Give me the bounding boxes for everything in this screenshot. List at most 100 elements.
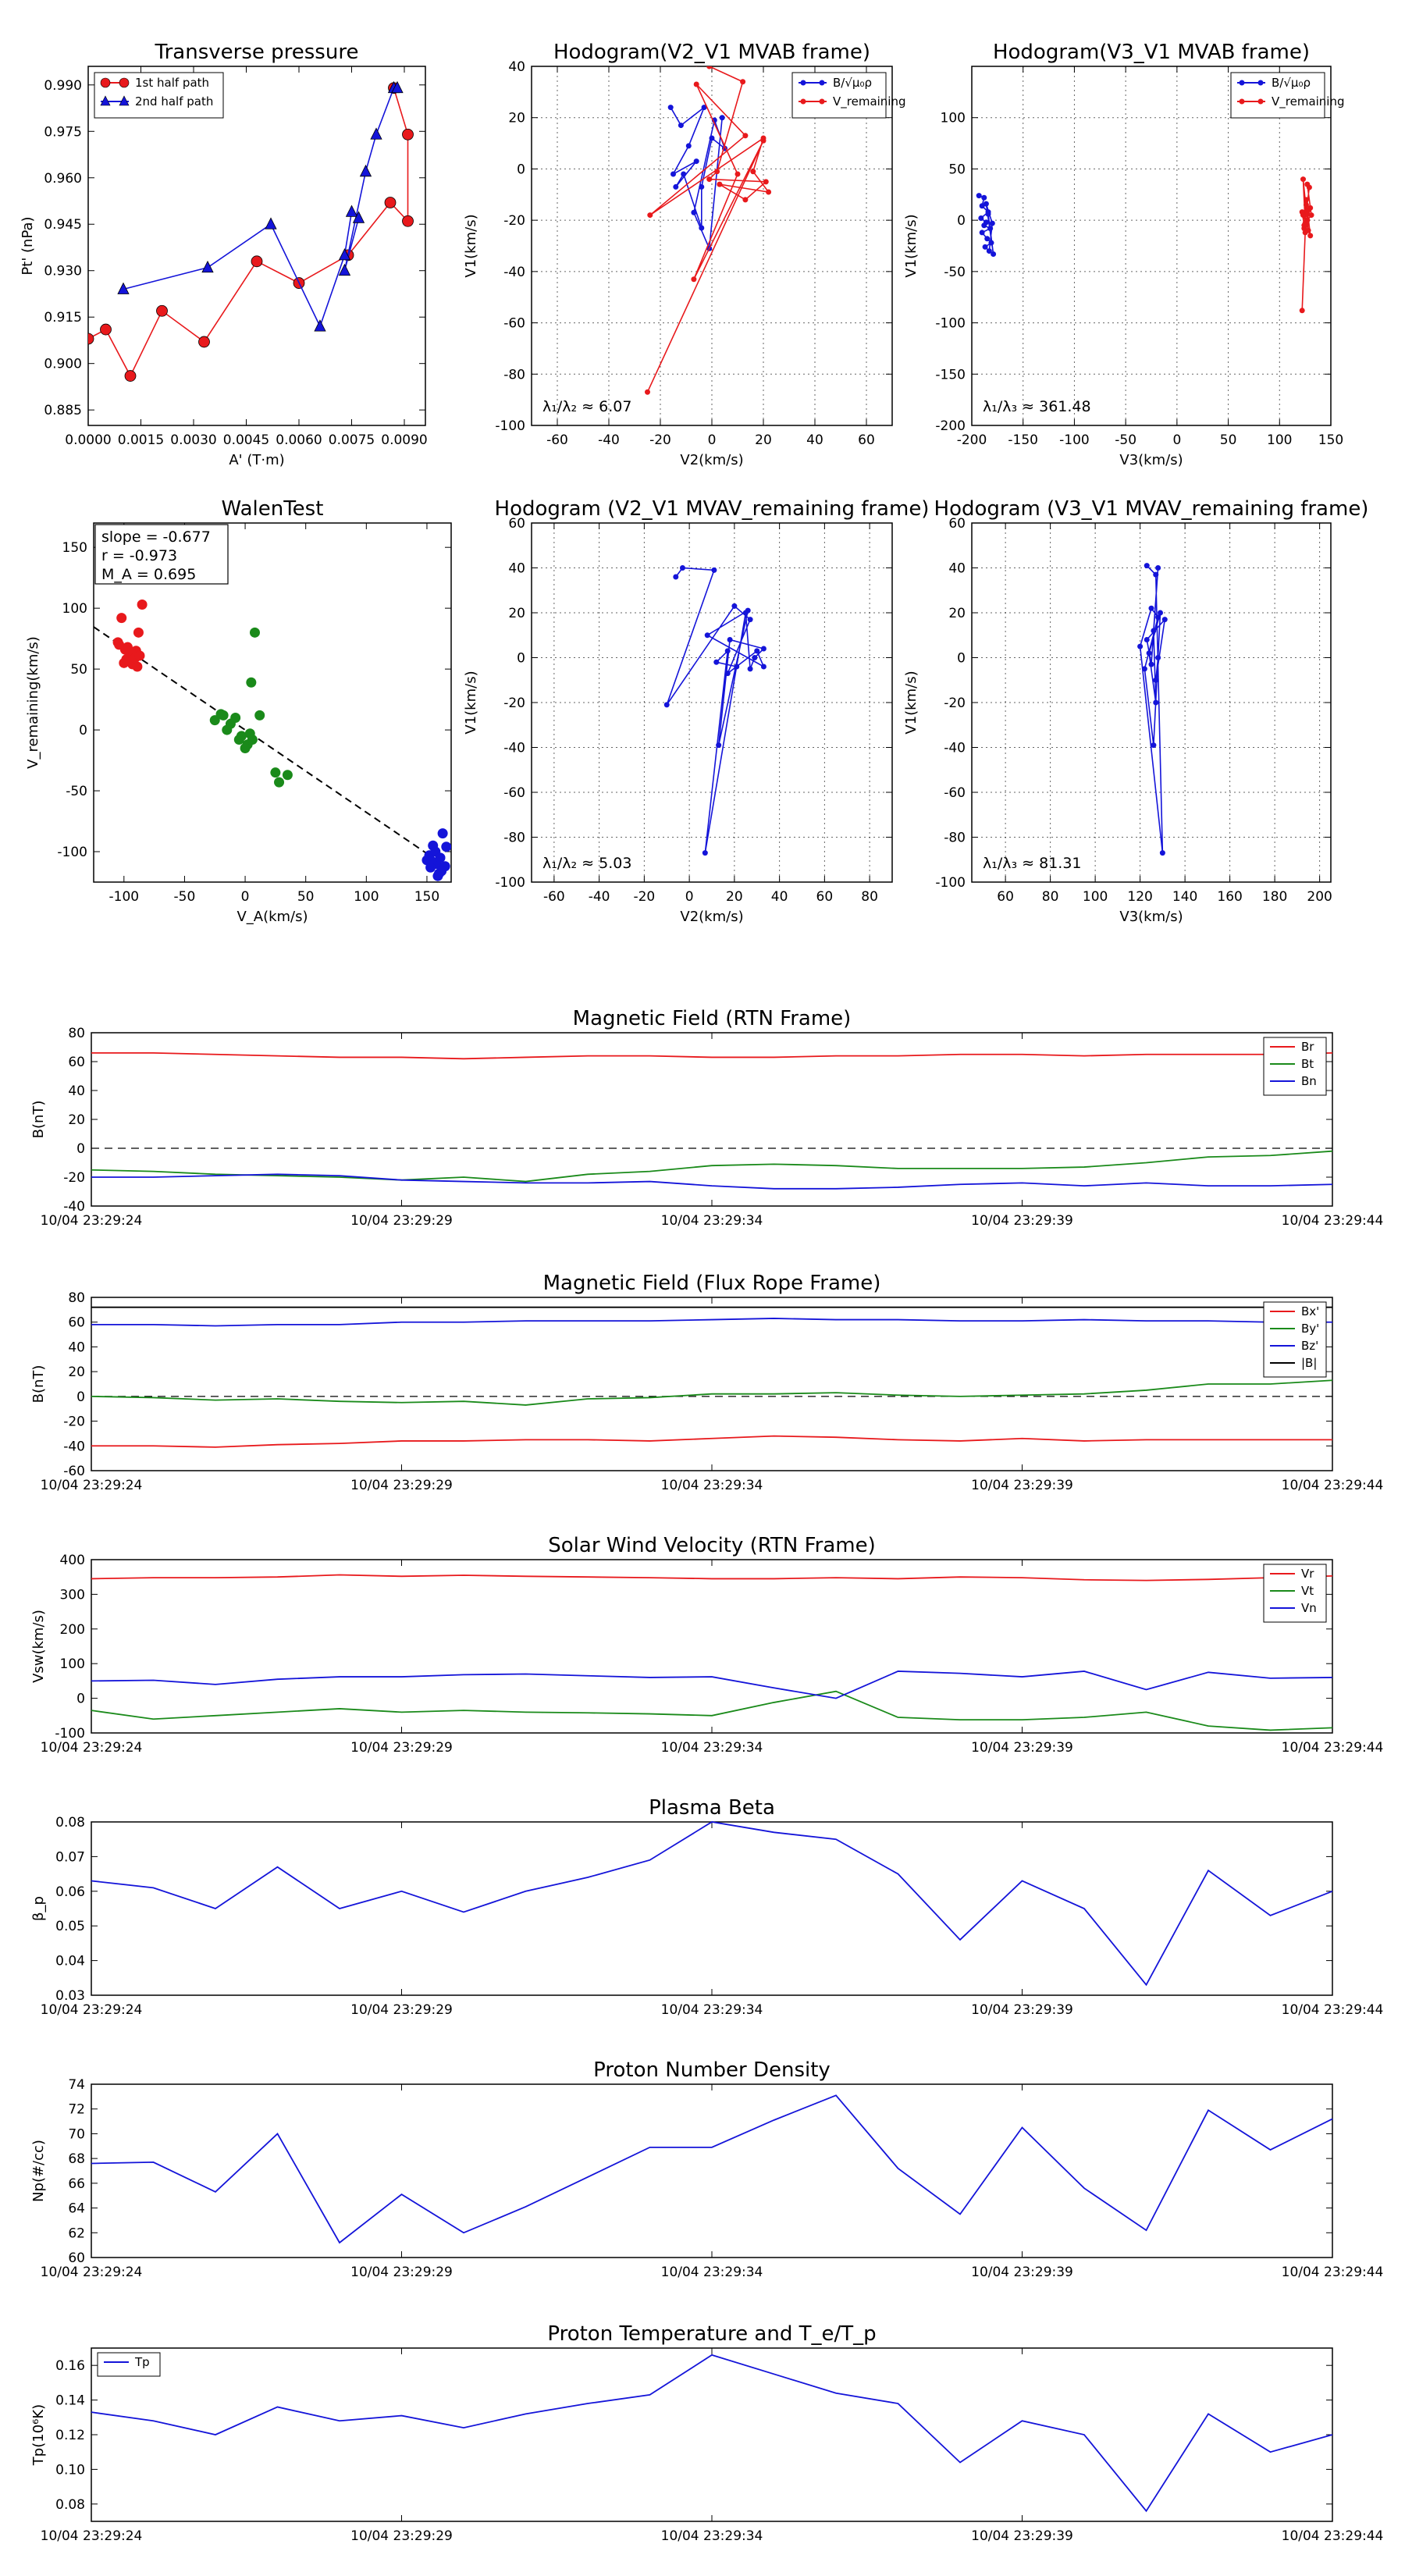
x-tick-label: 0 (708, 432, 717, 448)
y-tick-label: 40 (68, 1340, 85, 1355)
hodogram-v3v1-mvab-title: Hodogram(V3_V1 MVAB frame) (993, 41, 1310, 64)
hodogram-v3v1-mvav-data-point (1153, 677, 1159, 683)
x-tick-label: 0.0075 (329, 432, 375, 448)
y-tick-label: 74 (68, 2077, 85, 2093)
transverse-pressure-data-point (384, 197, 397, 208)
y-tick-label: 0.07 (55, 1849, 85, 1865)
hodogram-v2v1-mvav-data-point (727, 637, 733, 642)
hodogram-v3v1-mvav-data-point (1148, 605, 1154, 611)
legend (1263, 1301, 1327, 1378)
transverse-pressure-data-point (100, 323, 112, 336)
y-tick-label: 0.05 (55, 1919, 85, 1934)
y-tick-label: 0.14 (55, 2393, 85, 2409)
x-axis-label: A' (T·m) (229, 452, 284, 468)
y-axis-label: Tp(10⁶K) (30, 2404, 47, 2466)
y-tick-label: 0.945 (44, 217, 82, 233)
y-tick-label: 66 (68, 2176, 85, 2192)
y-tick-label: -50 (66, 784, 87, 799)
y-tick-label: 0 (79, 723, 87, 738)
walen-test-data-point (432, 870, 443, 881)
solar-wind-velocity-series-vn (91, 1670, 1333, 1699)
x-tick-label: 0.0060 (276, 432, 322, 448)
hodogram-v3v1-mvab-data-point (1299, 209, 1305, 215)
solar-wind-velocity-series-vt (91, 1690, 1333, 1731)
transverse-pressure-data-point (391, 80, 404, 94)
hodogram-v2v1-mvab-data-point (766, 189, 772, 195)
y-tick-label: 0 (957, 651, 966, 667)
legend (94, 72, 224, 119)
x-tick-label: 0 (1172, 432, 1181, 448)
walen-test-data-point (244, 728, 255, 739)
magnetic-field-rtn-plot-frame (91, 1032, 1333, 1207)
walen-test-data-point (240, 742, 251, 753)
x-tick-label: 10/04 23:29:29 (350, 2528, 453, 2544)
x-tick-label: 20 (755, 432, 772, 448)
hodogram-v2v1-mvab-data-point (691, 276, 697, 283)
y-tick-label: 0 (517, 651, 525, 667)
legend-entry: Bx' (1301, 1304, 1319, 1318)
magnetic-field-flux-rope-series-bz (91, 1318, 1332, 1327)
hodogram-v2v1-mvab-data-point (740, 79, 746, 85)
walen-test-data-point (132, 661, 143, 672)
hodogram-v2v1-mvav-data-point (724, 648, 731, 654)
ratio-annotation: λ₁/λ₂ ≈ 5.03 (542, 855, 631, 872)
hodogram-v3v1-mvav-data-point (1155, 565, 1161, 571)
hodogram-v3v1-mvab-data-point (989, 220, 995, 226)
y-tick-label: 0.975 (44, 124, 82, 140)
y-tick-label: -60 (944, 785, 966, 801)
plasma-beta-title: Plasma Beta (649, 1796, 775, 1820)
y-tick-label: 100 (62, 601, 87, 617)
walen-test-data-point (282, 770, 293, 781)
hodogram-v3v1-mvab-data-point (988, 240, 994, 246)
hodogram-v2v1-mvab-data-point (750, 169, 756, 175)
transverse-pressure-data-point (201, 260, 214, 273)
x-tick-label: 10/04 23:29:24 (41, 1740, 143, 1756)
hodogram-v2v1-mvav-data-point (663, 702, 670, 708)
y-tick-label: -200 (935, 418, 966, 434)
y-tick-label: -60 (63, 1464, 85, 1479)
y-tick-label: 0.990 (44, 78, 82, 94)
x-tick-label: -50 (174, 889, 196, 905)
y-tick-label: -60 (503, 316, 525, 332)
x-tick-label: 10/04 23:29:39 (971, 1740, 1073, 1756)
hodogram-v2v1-mvav-data-point (716, 742, 722, 749)
y-tick-label: 68 (68, 2151, 85, 2167)
hodogram-v2v1-mvav-data-point (702, 850, 708, 856)
y-tick-label: -100 (495, 418, 525, 434)
x-tick-label: 80 (861, 889, 878, 905)
stats-box (94, 524, 229, 585)
hodogram-v2v1-mvab-data-point (701, 105, 707, 111)
transverse-pressure-data-point (124, 370, 137, 382)
y-tick-label: -40 (503, 741, 525, 756)
y-tick-label: 0 (76, 1692, 85, 1707)
x-tick-label: 50 (297, 889, 315, 905)
transverse-pressure-series-line (88, 87, 409, 378)
y-tick-label: -150 (935, 367, 966, 382)
x-tick-label: 10/04 23:29:34 (661, 1478, 763, 1493)
legend (97, 2352, 161, 2377)
stats-text: slope = -0.677 (101, 528, 211, 546)
x-tick-label: 10/04 23:29:24 (41, 2002, 143, 2018)
x-tick-label: 0.0015 (118, 432, 164, 448)
hodogram-v3v1-mvab-data-point (987, 226, 994, 232)
hodogram-v2v1-mvav-data-point (760, 646, 767, 652)
magnetic-field-rtn-series-bn (91, 1173, 1333, 1190)
y-tick-label: 0 (76, 1141, 85, 1157)
legend (1230, 72, 1325, 119)
hodogram-v3v1-mvab-data-point (1301, 222, 1307, 229)
walen-test-data-point (249, 627, 260, 638)
y-tick-label: 80 (68, 1026, 85, 1041)
hodogram-v3v1-mvab-data-point (1299, 308, 1305, 314)
walen-test-data-point (134, 650, 145, 661)
hodogram-v3v1-mvab-data-point (983, 201, 989, 207)
hodogram-v3v1-mvab-data-point (1300, 176, 1307, 183)
legend-entry: B/√μ₀ρ (1272, 76, 1311, 90)
hodogram-v2v1-mvab-data-point (685, 143, 692, 149)
y-tick-label: 0.10 (55, 2462, 85, 2478)
walen-test-data-point (425, 862, 436, 873)
hodogram-v3v1-mvav-data-point (1151, 628, 1157, 634)
magnetic-field-rtn-chart: -40 -20 0 20 40 60 80 10/04 23:29:24 10/04 23:29… (30, 1007, 1383, 1229)
hodogram-v3v1-mvav-data-point (1155, 655, 1161, 660)
y-tick-label: -20 (63, 1170, 85, 1186)
